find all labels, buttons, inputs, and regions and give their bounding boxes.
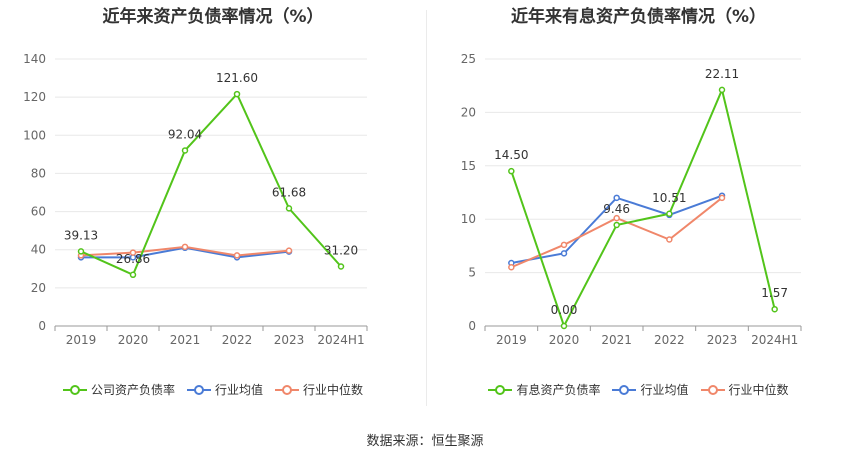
x-tick-label: 2021 bbox=[601, 333, 632, 347]
x-tick-label: 2021 bbox=[170, 333, 201, 347]
chart-title-left: 近年来资产负债率情况（%） bbox=[102, 7, 324, 27]
y-tick-label: 25 bbox=[461, 52, 476, 66]
data-point bbox=[613, 194, 620, 202]
legend-dot bbox=[619, 384, 630, 395]
legend-label: 行业均值 bbox=[640, 383, 689, 397]
legend-left: 公司资产负债率 行业均值 行业中位数 bbox=[0, 381, 426, 398]
data-point bbox=[613, 214, 620, 222]
data-point bbox=[771, 305, 778, 313]
legend-marker-icon bbox=[275, 384, 299, 395]
panel-divider bbox=[426, 10, 427, 406]
x-tick-label: 2022 bbox=[222, 333, 253, 347]
data-point bbox=[233, 90, 241, 98]
legend-marker-icon bbox=[612, 384, 637, 395]
y-tick-label: 20 bbox=[461, 105, 476, 119]
legend-dot bbox=[282, 384, 292, 395]
data-label: 121.60 bbox=[216, 71, 258, 85]
chart-panel-right: 近年来有息资产负债率情况（%） 0 5 10 15 20 25 2019 2020 2021 20… bbox=[427, 0, 850, 410]
legend-label: 公司资产负债率 bbox=[90, 383, 175, 397]
legend-marker-icon bbox=[186, 384, 211, 395]
data-point bbox=[666, 236, 673, 243]
legend-item[interactable]: 行业均值 bbox=[612, 381, 689, 398]
y-tick-label: 20 bbox=[31, 281, 46, 295]
data-label: 22.11 bbox=[705, 67, 739, 81]
x-tick-label: 2022 bbox=[654, 333, 685, 347]
x-tick-label: 2020 bbox=[549, 333, 580, 347]
legend-marker-icon bbox=[700, 384, 725, 395]
data-point bbox=[337, 263, 345, 270]
x-tick-label: 2020 bbox=[118, 333, 149, 347]
data-point bbox=[77, 248, 85, 255]
data-point bbox=[181, 243, 189, 251]
legend-item[interactable]: 有息资产负债率 bbox=[488, 381, 600, 398]
data-label: 14.50 bbox=[494, 148, 528, 162]
chart-panel-left: 近年来资产负债率情况（%） 0 20 40 60 80 100 120 140 2019 2020… bbox=[0, 0, 426, 410]
legend-label: 行业中位数 bbox=[728, 383, 789, 397]
data-point bbox=[718, 194, 726, 202]
data-point bbox=[508, 264, 515, 271]
line-chart-left: 0 20 40 60 80 100 120 140 2019 2020 2021 2022 2023 20… bbox=[23, 52, 368, 347]
y-tick-label: 60 bbox=[31, 205, 46, 219]
data-label: 0.00 bbox=[551, 303, 578, 317]
data-point bbox=[285, 247, 293, 254]
x-tick-label: 2024H1 bbox=[751, 333, 798, 347]
legend-marker-icon bbox=[62, 384, 87, 395]
legend-dot bbox=[69, 384, 80, 395]
data-point bbox=[560, 241, 568, 249]
data-point bbox=[560, 250, 568, 257]
legend-item[interactable]: 公司资产负债率 bbox=[62, 381, 175, 398]
legend-dot bbox=[495, 384, 506, 395]
y-tick-label: 40 bbox=[31, 243, 46, 257]
data-label: 92.04 bbox=[168, 127, 202, 141]
x-tick-label: 2023 bbox=[274, 333, 305, 347]
data-point bbox=[129, 249, 137, 256]
chart-title-right: 近年来有息资产负债率情况（%） bbox=[510, 7, 767, 27]
data-label: 26.86 bbox=[116, 252, 150, 266]
data-point bbox=[718, 86, 726, 94]
data-label: 9.46 bbox=[603, 202, 630, 216]
data-point bbox=[613, 221, 620, 229]
x-tick-label: 2023 bbox=[707, 333, 738, 347]
series-line bbox=[80, 92, 342, 277]
legend-label: 行业中位数 bbox=[303, 383, 364, 397]
data-label: 61.68 bbox=[272, 185, 306, 199]
data-label: 1.57 bbox=[761, 286, 788, 300]
legend-marker-icon bbox=[488, 384, 513, 395]
y-tick-label: 100 bbox=[23, 128, 46, 142]
data-point bbox=[181, 147, 189, 154]
data-point bbox=[129, 271, 137, 279]
x-tick-label: 2019 bbox=[496, 333, 527, 347]
y-tick-label: 10 bbox=[461, 212, 476, 226]
line-chart-right: 0 5 10 15 20 25 2019 2020 2021 2022 2023 2024H1 14.5… bbox=[461, 52, 802, 347]
y-tick-label: 5 bbox=[468, 266, 476, 280]
data-point bbox=[560, 322, 568, 330]
data-label: 31.20 bbox=[324, 243, 358, 257]
legend-item[interactable]: 行业均值 bbox=[186, 381, 263, 398]
series-line bbox=[510, 86, 776, 329]
y-tick-label: 0 bbox=[468, 319, 476, 333]
legend-right: 有息资产负债率 行业均值 行业中位数 bbox=[427, 381, 850, 398]
y-tick-label: 0 bbox=[38, 319, 46, 333]
y-tick-label: 120 bbox=[23, 90, 46, 104]
data-label: 39.13 bbox=[64, 228, 98, 242]
legend-item[interactable]: 行业中位数 bbox=[700, 381, 789, 398]
legend-label: 行业均值 bbox=[214, 383, 263, 397]
data-point bbox=[233, 252, 241, 259]
legend-dot bbox=[707, 384, 718, 395]
y-tick-label: 140 bbox=[23, 52, 46, 66]
x-tick-label: 2019 bbox=[66, 333, 97, 347]
legend-label: 有息资产负债率 bbox=[516, 383, 601, 397]
y-tick-label: 15 bbox=[461, 159, 476, 173]
data-point bbox=[285, 205, 293, 212]
x-tick-label: 2024H1 bbox=[317, 333, 364, 347]
y-tick-label: 80 bbox=[31, 166, 46, 180]
legend-dot bbox=[193, 384, 204, 395]
data-point bbox=[508, 167, 515, 175]
legend-item[interactable]: 行业中位数 bbox=[275, 381, 363, 398]
data-label: 10.51 bbox=[652, 191, 686, 205]
data-source-note: 数据来源：恒生聚源 bbox=[366, 434, 484, 449]
data-point bbox=[666, 210, 673, 218]
